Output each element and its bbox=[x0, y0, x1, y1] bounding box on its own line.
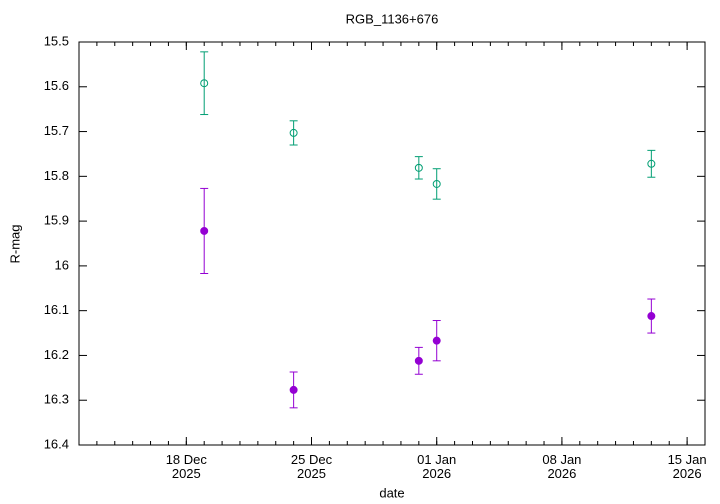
x-tick-label: 15 Jan 2026 bbox=[667, 452, 707, 481]
y-axis-label: R-mag bbox=[7, 224, 22, 263]
y-tick-label: 15.6 bbox=[44, 78, 69, 93]
y-tick-label: 16.3 bbox=[44, 392, 69, 407]
data-point bbox=[200, 79, 209, 88]
data-point bbox=[647, 312, 656, 321]
x-tick-label: 01 Jan 2026 bbox=[417, 452, 457, 481]
data-point bbox=[414, 163, 423, 172]
y-tick-label: 15.5 bbox=[44, 33, 69, 48]
data-point bbox=[289, 128, 298, 137]
error-bar bbox=[414, 156, 423, 180]
x-tick-label: 18 Dec 2025 bbox=[165, 452, 207, 481]
data-point bbox=[200, 226, 209, 235]
data-point bbox=[414, 356, 423, 365]
data-point bbox=[432, 179, 441, 188]
error-bar bbox=[432, 168, 441, 200]
data-point bbox=[432, 336, 441, 345]
data-point bbox=[647, 159, 656, 168]
y-tick-label: 15.8 bbox=[44, 168, 69, 183]
error-bar bbox=[200, 51, 209, 116]
x-tick-label: 08 Jan 2026 bbox=[542, 452, 582, 481]
error-bar bbox=[647, 149, 656, 178]
y-tick-label: 16.2 bbox=[44, 347, 69, 362]
y-tick-label: 16 bbox=[55, 257, 69, 272]
plot-frame bbox=[78, 41, 706, 446]
y-tick-label: 15.7 bbox=[44, 123, 69, 138]
y-tick-label: 16.1 bbox=[44, 302, 69, 317]
error-bar bbox=[289, 120, 298, 146]
chart-title: RGB_1136+676 bbox=[346, 11, 439, 26]
y-tick-label: 15.9 bbox=[44, 213, 69, 228]
data-point bbox=[289, 385, 298, 394]
x-tick-label: 25 Dec 2025 bbox=[290, 452, 333, 481]
y-tick-label: 16.4 bbox=[44, 436, 69, 451]
x-axis-label: date bbox=[379, 485, 404, 500]
